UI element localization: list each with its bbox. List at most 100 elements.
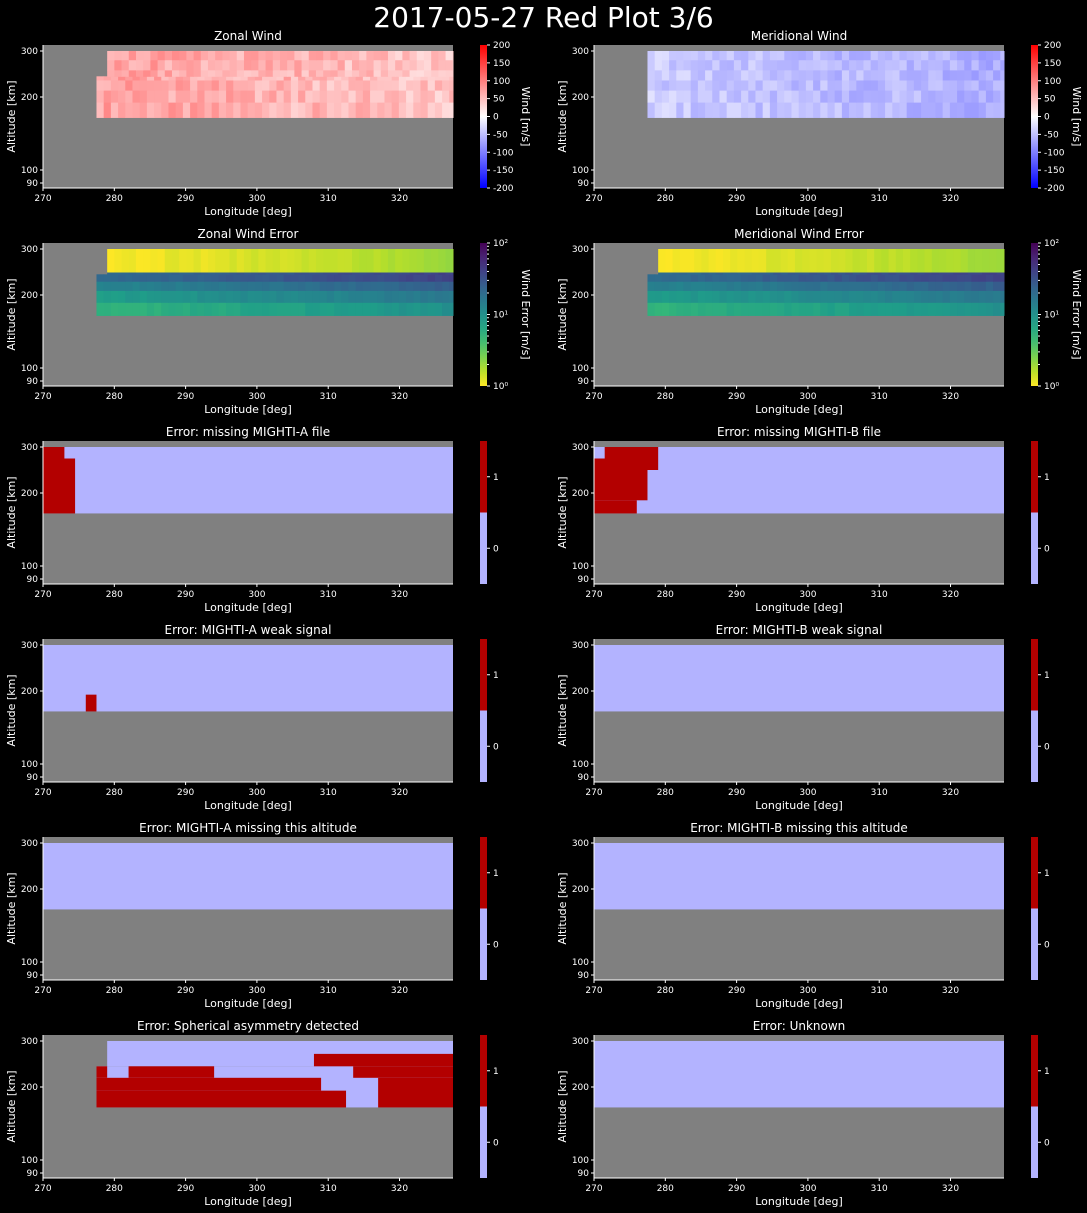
heatmap-cell bbox=[834, 69, 843, 81]
heatmap-cell bbox=[777, 274, 785, 282]
heatmap-cell bbox=[243, 51, 252, 61]
heatmap-cell bbox=[351, 69, 360, 77]
heatmap-cell bbox=[744, 272, 753, 275]
heatmap-cell bbox=[269, 290, 277, 303]
heatmap-cell bbox=[755, 290, 764, 303]
heatmap-cell bbox=[402, 249, 411, 273]
heatmap-cell bbox=[326, 90, 335, 103]
heatmap-cell bbox=[125, 90, 133, 103]
heatmap-cell bbox=[780, 272, 789, 275]
heatmap-cell bbox=[175, 90, 184, 103]
heatmap-cell bbox=[820, 90, 828, 103]
heatmap-cell bbox=[798, 274, 807, 282]
heatmap-cell bbox=[762, 59, 771, 71]
heatmap-cell bbox=[690, 302, 699, 316]
heatmap-cell bbox=[118, 76, 126, 81]
heatmap-cell bbox=[726, 274, 735, 282]
heatmap-cell bbox=[449, 90, 454, 103]
heatmap-cell bbox=[755, 102, 764, 118]
heatmap-cell bbox=[719, 102, 728, 118]
heatmap-cell bbox=[207, 249, 216, 273]
heatmap-cell bbox=[834, 290, 843, 303]
heatmap-cell bbox=[150, 51, 159, 61]
colorbar-tick-label: 10¹ bbox=[1044, 311, 1059, 321]
heatmap-cell bbox=[420, 79, 429, 91]
heatmap-cell bbox=[290, 76, 299, 81]
heatmap-cell bbox=[337, 272, 346, 275]
heatmap-cell bbox=[708, 249, 717, 273]
heatmap-cell bbox=[820, 274, 828, 282]
heatmap-cell bbox=[856, 102, 864, 118]
heatmap-cell bbox=[647, 79, 656, 91]
colorbar-tick-label: -150 bbox=[493, 166, 514, 176]
heatmap-cell bbox=[993, 281, 1001, 291]
heatmap-cell bbox=[733, 281, 742, 291]
heatmap-cell bbox=[182, 274, 191, 282]
heatmap-cell bbox=[110, 76, 119, 81]
heatmap-cell bbox=[985, 302, 994, 316]
heatmap-cell bbox=[877, 79, 886, 91]
heatmap-cell bbox=[942, 274, 951, 282]
heatmap-cell bbox=[107, 59, 115, 71]
heatmap-cell bbox=[301, 59, 310, 71]
y-axis-label: Altitude [km] bbox=[5, 278, 18, 350]
x-tick-label: 320 bbox=[942, 986, 959, 996]
colorbar-tick-label: 150 bbox=[493, 59, 510, 69]
heatmap-cell bbox=[712, 79, 720, 91]
heatmap-cell bbox=[96, 281, 105, 291]
x-axis-label: Longitude [deg] bbox=[204, 205, 292, 218]
heatmap-cell bbox=[164, 69, 173, 77]
heatmap-cell bbox=[438, 249, 447, 273]
heatmap-cell bbox=[218, 76, 227, 81]
heatmap-cell bbox=[269, 281, 277, 291]
heatmap-cell bbox=[701, 249, 710, 273]
heatmap-cell bbox=[229, 69, 238, 77]
heatmap-cell bbox=[985, 90, 994, 103]
heatmap-cell bbox=[964, 290, 972, 303]
heatmap-cell bbox=[423, 249, 432, 273]
heatmap-cell bbox=[856, 69, 864, 81]
heatmap-cell bbox=[784, 90, 792, 103]
heatmap-cell bbox=[168, 290, 177, 303]
heatmap-cell bbox=[733, 90, 742, 103]
heatmap-cell bbox=[370, 274, 378, 282]
y-tick-label: 100 bbox=[572, 364, 589, 374]
heatmap-cell bbox=[132, 90, 141, 103]
heatmap-cell bbox=[308, 69, 317, 77]
x-tick-label: 320 bbox=[391, 788, 408, 798]
colorbar-tick-label: 50 bbox=[1044, 95, 1056, 105]
x-axis-label: Longitude [deg] bbox=[204, 601, 292, 614]
heatmap-cell bbox=[326, 102, 335, 118]
heatmap-cell bbox=[150, 272, 159, 275]
heatmap-cell bbox=[924, 249, 933, 273]
heatmap-cell bbox=[982, 249, 990, 273]
heatmap-cell bbox=[971, 274, 980, 282]
heatmap-cell bbox=[121, 272, 130, 275]
heatmap-cell bbox=[741, 59, 749, 71]
heatmap-cell bbox=[218, 274, 227, 282]
colorbar-tick-label: 0 bbox=[493, 113, 499, 123]
heatmap-cell bbox=[758, 249, 767, 273]
heatmap-cell bbox=[118, 274, 126, 282]
heatmap-cell bbox=[366, 249, 375, 273]
colorbar-segment-0 bbox=[1031, 1106, 1038, 1178]
heatmap-cell bbox=[964, 102, 972, 118]
heatmap-cell bbox=[957, 79, 965, 91]
chart-title: Error: MIGHTI-A weak signal bbox=[165, 623, 332, 637]
heatmap-cell bbox=[182, 76, 191, 81]
heatmap-cell bbox=[647, 51, 656, 61]
x-tick-label: 300 bbox=[248, 1184, 265, 1194]
heatmap-cell bbox=[452, 51, 454, 61]
heatmap-cell bbox=[647, 281, 656, 291]
x-tick-label: 310 bbox=[320, 590, 337, 600]
heatmap-cell bbox=[171, 51, 180, 61]
heatmap-cell bbox=[362, 274, 371, 282]
heatmap-cell bbox=[849, 90, 857, 103]
data-region bbox=[43, 447, 453, 514]
heatmap-cell bbox=[168, 76, 177, 81]
heatmap-cell bbox=[312, 102, 321, 118]
heatmap-cell bbox=[892, 302, 900, 316]
heatmap-cell bbox=[179, 69, 187, 77]
